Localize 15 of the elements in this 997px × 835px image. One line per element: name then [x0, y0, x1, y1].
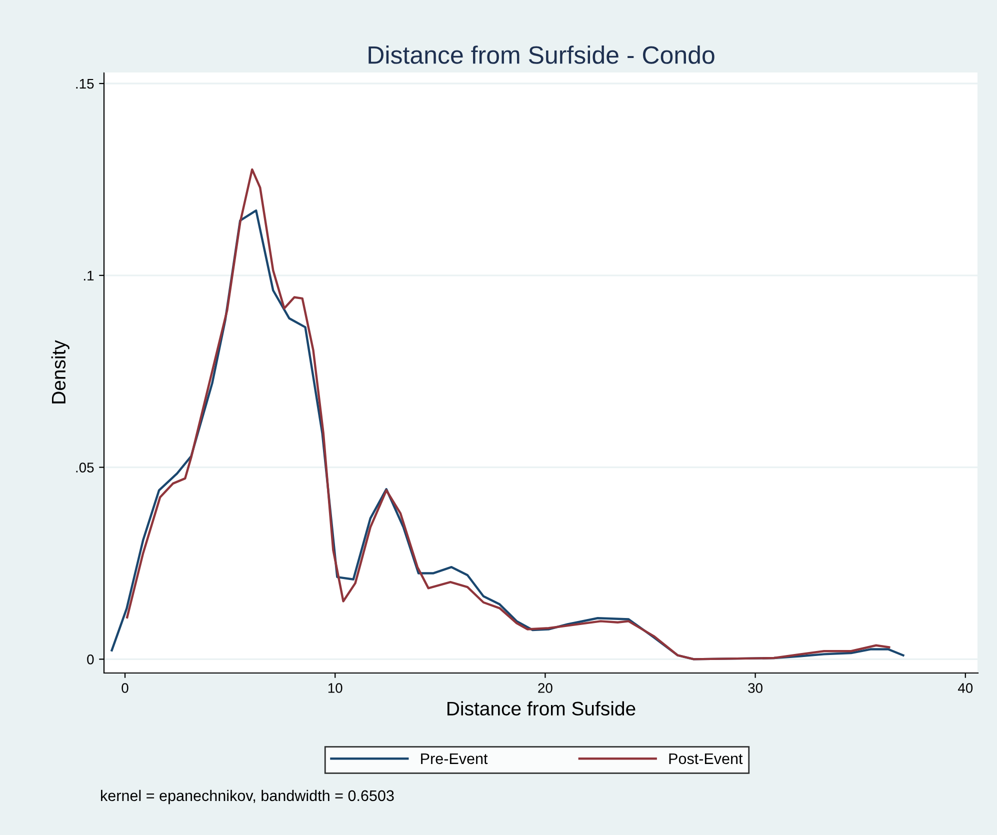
legend-label: Post-Event — [669, 753, 743, 764]
x-tick-label: 10 — [328, 683, 342, 693]
y-tick-label: 0 — [87, 654, 94, 664]
y-tick-label: .15 — [76, 78, 94, 89]
x-tick-label: 30 — [748, 683, 762, 693]
chart-title: Distance from Surfside - Condo — [368, 46, 714, 64]
x-tick-label: 20 — [538, 683, 552, 693]
text: kernel = epanechnikov, bandwidth = 0.6503 — [101, 790, 394, 804]
legend-label: Pre-Event — [421, 753, 488, 764]
x-tick-label: 0 — [122, 683, 128, 693]
y-axis-title: Density — [51, 340, 70, 404]
x-axis-title: Distance from Sufside — [448, 701, 636, 716]
y-tick-label: .05 — [76, 462, 94, 472]
x-tick-label: 40 — [958, 683, 973, 693]
y-tick-label: .1 — [84, 270, 94, 280]
